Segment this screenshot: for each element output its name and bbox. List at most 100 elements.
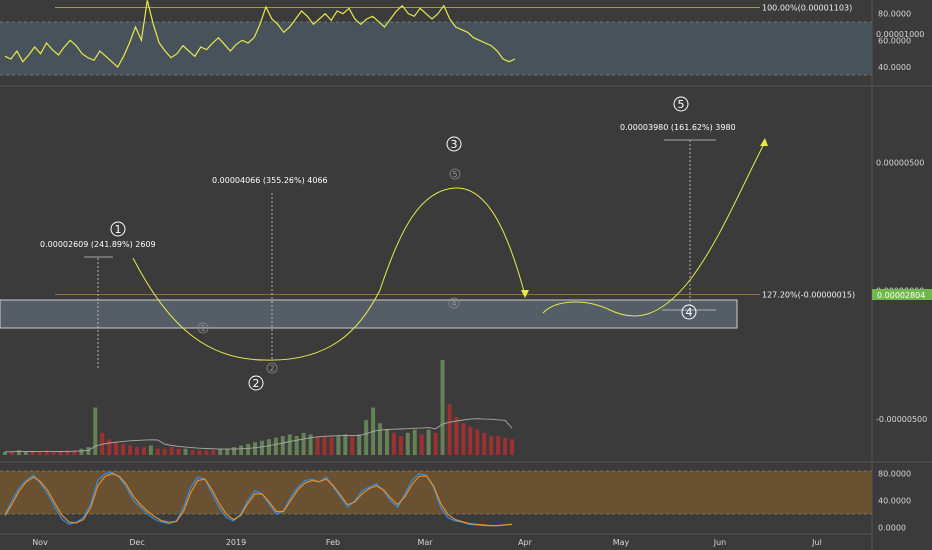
fib-levels-layer: -38.20%(0.00006782)-23.60%(0.00006182)0.… — [55, 4, 855, 300]
volume-bar — [384, 429, 389, 455]
svg-text:2: 2 — [253, 377, 260, 390]
volume-bar — [503, 437, 508, 455]
volume-bar — [433, 432, 438, 455]
volume-bar — [232, 447, 237, 455]
volume-bar — [93, 407, 98, 455]
volume-bar — [447, 404, 452, 455]
volume-layer — [3, 360, 514, 455]
volume-bar — [259, 440, 264, 455]
wave3-arc — [379, 187, 526, 296]
wave-label-2: 2 — [248, 375, 264, 391]
volume-bar — [412, 429, 417, 455]
wave-label-4: 4 — [681, 304, 697, 320]
volume-bar — [141, 447, 146, 455]
volume-bar — [482, 432, 487, 455]
time-tick-label: Dec — [129, 538, 144, 547]
volume-bar — [440, 360, 445, 455]
volume-bar — [454, 417, 459, 455]
volume-bar — [44, 450, 49, 455]
subwave-label-2: 2 — [266, 362, 278, 374]
svg-text:2: 2 — [269, 364, 274, 373]
volume-bar — [246, 443, 251, 455]
time-tick-label: 2019 — [226, 538, 246, 547]
volume-bar — [30, 451, 35, 455]
time-tick-label: Jul — [811, 538, 822, 547]
volume-ma-line — [5, 418, 513, 453]
volume-bar — [169, 447, 174, 455]
top-indicator-line — [4, 0, 516, 68]
svg-text:5: 5 — [678, 98, 685, 111]
volume-bar — [148, 445, 153, 455]
volume-bar — [391, 432, 396, 455]
volume-bar — [65, 450, 70, 455]
volume-bar — [79, 448, 84, 455]
stoch-tick-label: 80.0000 — [878, 470, 911, 479]
support-zone-box[interactable] — [0, 299, 738, 329]
current-price-tag — [872, 289, 932, 300]
measure-1-label: 0.00002609 (241.89%) 2609 — [40, 240, 156, 249]
volume-bar — [294, 436, 299, 455]
top-ytick-label: 60.0000 — [878, 36, 911, 45]
measure-2-label: 0.00004066 (355.26%) 4066 — [212, 176, 328, 185]
current-price-label: 0.00002804 — [877, 291, 925, 300]
time-tick-label: May — [613, 538, 630, 547]
volume-bar — [211, 450, 216, 455]
volume-bar — [204, 450, 209, 455]
volume-bar — [301, 432, 306, 455]
time-tick-label: Mar — [417, 538, 433, 547]
volume-bar — [426, 429, 431, 455]
volume-bar — [225, 448, 230, 455]
time-axis[interactable]: Nov Dec 2019 Feb Mar Apr May Jun Jul — [32, 538, 822, 547]
time-tick-label: Nov — [32, 538, 48, 547]
svg-text:3: 3 — [451, 138, 458, 151]
volume-bar — [308, 434, 313, 455]
volume-bar — [72, 450, 77, 455]
measure-3-label: 0.00003980 (161.62%) 3980 — [620, 123, 736, 132]
volume-bar — [197, 450, 202, 455]
top-panel-band — [0, 22, 872, 75]
volume-bar — [58, 451, 63, 455]
wave-label-1: 1 — [110, 221, 126, 237]
svg-text:4: 4 — [451, 299, 456, 308]
svg-text:5: 5 — [452, 170, 457, 179]
fib-label: 100.00%(0.00001103) — [762, 4, 852, 13]
volume-bar — [162, 448, 167, 455]
wave4-5-projection — [542, 141, 766, 317]
wave-label-5: 5 — [673, 96, 689, 112]
subwave-label-5: 5 — [449, 168, 461, 180]
volume-bar — [253, 442, 258, 455]
volume-bar — [336, 436, 341, 455]
time-tick-label: Feb — [326, 538, 340, 547]
cup-arc-left — [132, 257, 381, 361]
volume-bar — [107, 439, 112, 455]
volume-bar — [468, 426, 473, 455]
volume-bar — [190, 450, 195, 455]
volume-bar — [343, 434, 348, 455]
volume-bar — [364, 420, 369, 455]
volume-bar — [496, 436, 501, 455]
volume-bar — [510, 439, 514, 455]
svg-text:4: 4 — [686, 306, 693, 319]
price-tick-label: 0.00001000 — [876, 30, 924, 39]
volume-bar — [489, 436, 494, 455]
volume-bar — [3, 451, 7, 455]
price-tick-label: -0.00000500 — [876, 415, 927, 424]
volume-bar — [329, 437, 334, 455]
volume-bar — [287, 434, 292, 455]
stoch-tick-label: 0.0000 — [878, 524, 906, 533]
stochastic-line — [4, 473, 513, 527]
volume-bar — [134, 447, 139, 455]
top-ytick-label: 40.0000 — [878, 63, 911, 72]
volume-bar — [128, 445, 133, 455]
wave-label-3: 3 — [446, 136, 462, 152]
projection-arrow-head — [760, 138, 768, 146]
price-tick-label: 0.00000500 — [876, 158, 924, 167]
volume-bar — [121, 443, 126, 455]
stochastic-layer — [4, 471, 513, 527]
subwave-label-1: 1 — [197, 322, 209, 334]
volume-bar — [239, 445, 244, 455]
price-axis[interactable]: 0.000075000.000070000.000065000.00006000… — [876, 0, 927, 533]
stoch-tick-label: 40.0000 — [878, 497, 911, 506]
volume-bar — [419, 434, 424, 455]
